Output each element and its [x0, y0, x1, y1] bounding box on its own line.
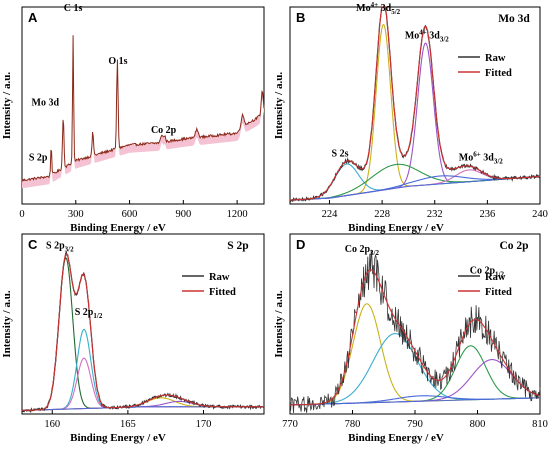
x-tick-label: 900	[175, 209, 191, 220]
survey-spectrum-line	[21, 35, 265, 182]
panel-d: 770 780 790 800 810 Binding Energy / eV Intens…	[273, 233, 548, 444]
fitted-envelope-line	[289, 6, 541, 201]
panel-letter: A	[28, 10, 38, 25]
x-tick-label: 800	[470, 419, 486, 430]
panel-letter: C	[28, 237, 38, 252]
peak-label: Mo 3d	[32, 98, 60, 109]
plot-frame	[21, 233, 265, 415]
x-tick-label: 165	[120, 419, 136, 430]
legend-entry: Fitted	[485, 68, 512, 79]
raw-spectrum-line	[289, 249, 541, 413]
x-tick-label: 770	[282, 419, 298, 430]
x-tick-label: 224	[322, 209, 339, 220]
peak-label: C 1s	[64, 3, 83, 14]
panel-b: 224 228 232 236 240 Binding Energy / eV Intens…	[273, 1, 548, 234]
panel-title: Co 2p	[499, 240, 528, 252]
fit-component-5	[289, 169, 541, 201]
fit-component-4	[289, 163, 541, 201]
legend-entry: Fitted	[485, 287, 512, 298]
peak-label: S 2p3/2	[46, 240, 74, 253]
y-axis-label: Intensity / a.u.	[273, 290, 285, 357]
background-line	[289, 175, 541, 201]
panel-title: S 2p	[227, 240, 248, 252]
x-tick-label: 0	[19, 209, 24, 220]
y-axis-label: Intensity / a.u.	[1, 290, 13, 357]
x-tick-label: 228	[374, 209, 390, 220]
x-tick-label: 170	[196, 419, 212, 430]
peak-label: Co 2p3/2	[345, 244, 380, 257]
x-tick-label: 236	[479, 209, 495, 220]
panel-letter: B	[296, 10, 305, 25]
y-axis-label: Intensity / a.u.	[1, 72, 13, 139]
x-tick-label: 240	[532, 209, 548, 220]
plot-frame	[289, 6, 541, 205]
fitted-envelope-line	[21, 253, 264, 411]
panel-c: 160 165 170 Binding Energy / eV Intensity / …	[1, 233, 265, 444]
peak-label: S 2s	[332, 149, 349, 160]
legend-entry: Raw	[485, 53, 506, 64]
fit-component-1	[289, 24, 541, 201]
survey-fill	[22, 34, 264, 189]
fitted-envelope-line	[289, 269, 541, 406]
y-axis-label: Intensity / a.u.	[273, 72, 285, 139]
x-tick-label: 790	[407, 419, 423, 430]
legend-entry: Raw	[485, 272, 506, 283]
x-axis-label: Binding Energy / eV	[70, 432, 166, 444]
x-tick-label: 232	[427, 209, 443, 220]
legend-entry: Raw	[209, 272, 230, 283]
plot-frame	[289, 233, 541, 415]
peak-label: Co 2p1/2	[470, 266, 505, 279]
fit-component-2	[21, 328, 264, 411]
panel-letter: D	[296, 237, 305, 252]
peak-label: S 2p	[29, 153, 48, 164]
x-tick-label: 160	[44, 419, 60, 430]
legend-entry: Fitted	[209, 287, 236, 298]
x-tick-label: 780	[345, 419, 361, 430]
peak-label: S 2p1/2	[75, 307, 103, 320]
x-axis-label: Binding Energy / eV	[70, 222, 166, 234]
panel-title: Mo 3d	[498, 13, 530, 25]
peak-label: Mo6+ 3d3/2	[459, 151, 503, 166]
peak-label: Mo4+ 3d3/2	[405, 29, 449, 44]
x-axis-label: Binding Energy / eV	[348, 432, 444, 444]
peak-label: O 1s	[108, 56, 127, 67]
fit-component-2	[289, 42, 541, 201]
x-tick-label: 300	[68, 209, 84, 220]
peak-label: Mo4+ 3d5/2	[356, 1, 400, 16]
panel-a: 0 300 600 900 1200 Binding Energy / eV Intensi…	[1, 3, 265, 234]
x-tick-label: 1200	[227, 209, 248, 220]
fit-component-2	[289, 333, 541, 406]
x-tick-label: 600	[122, 209, 138, 220]
peak-label: Co 2p	[151, 125, 177, 136]
x-axis-label: Binding Energy / eV	[348, 222, 444, 234]
x-tick-label: 810	[532, 419, 548, 430]
